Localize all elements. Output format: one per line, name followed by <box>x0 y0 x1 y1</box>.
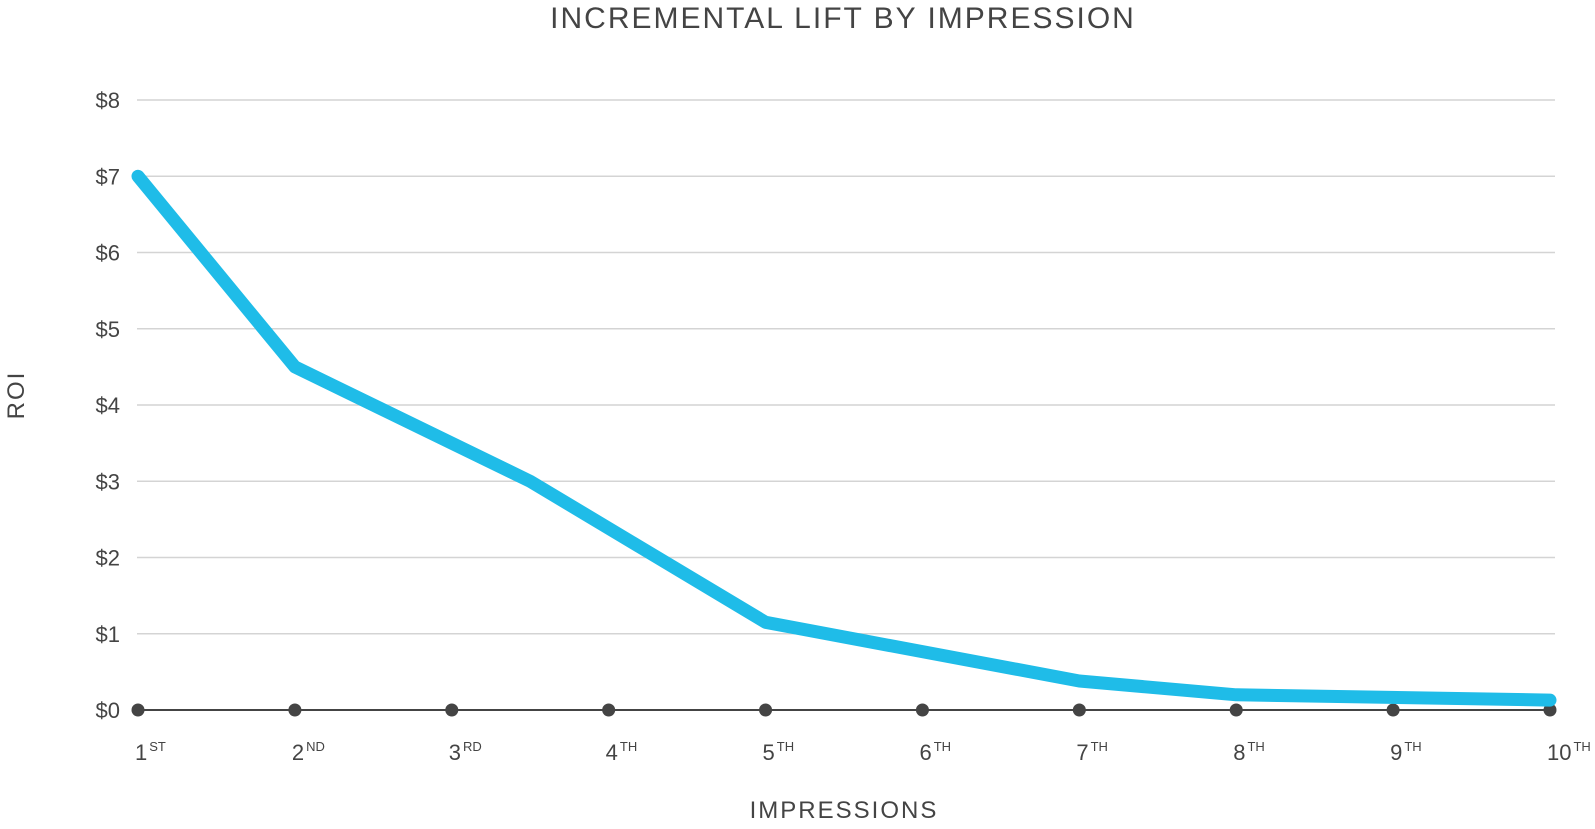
y-tick-label: $5 <box>96 317 120 342</box>
x-tick-number: 2 <box>292 740 304 765</box>
x-tick-suffix: TH <box>1247 739 1264 754</box>
x-axis-marker <box>288 703 302 717</box>
x-axis-marker <box>445 703 459 717</box>
x-tick-number: 3 <box>449 740 461 765</box>
y-axis-ticks: $0 $1 $2 $3 $4 $5 $6 $7 $8 <box>96 88 120 723</box>
y-tick-label: $7 <box>96 164 120 189</box>
x-tick-label: 5 TH <box>763 739 795 765</box>
x-tick-suffix: TH <box>1091 739 1108 754</box>
x-axis-marker <box>1543 703 1557 717</box>
x-tick-label: 3 RD <box>449 739 482 765</box>
y-tick-label: $8 <box>96 88 120 113</box>
grid-lines <box>137 99 1555 635</box>
x-tick-number: 9 <box>1390 740 1402 765</box>
x-axis-marker <box>131 703 145 717</box>
x-tick-number: 1 <box>135 740 147 765</box>
x-axis-marker <box>1386 703 1400 717</box>
x-tick-suffix: ST <box>149 739 166 754</box>
x-axis-marker <box>915 703 929 717</box>
y-tick-label: $0 <box>96 698 120 723</box>
y-axis-label: ROI <box>3 371 30 420</box>
x-axis-ticks: 1 ST 2 ND 3 RD 4 TH 5 TH 6 TH 7 TH 8 TH 9 TH 10 TH <box>135 739 1591 765</box>
x-tick-label: 10 TH <box>1547 739 1591 765</box>
x-tick-label: 7 TH <box>1076 739 1108 765</box>
x-tick-number: 4 <box>606 740 618 765</box>
x-tick-suffix: RD <box>463 739 482 754</box>
x-tick-label: 6 TH <box>919 739 951 765</box>
y-tick-label: $2 <box>96 546 120 571</box>
y-tick-label: $3 <box>96 469 120 494</box>
x-axis-marker <box>602 703 616 717</box>
x-axis-markers <box>131 703 1557 717</box>
x-tick-number: 6 <box>919 740 931 765</box>
x-tick-label: 8 TH <box>1233 739 1265 765</box>
y-tick-label: $6 <box>96 241 120 266</box>
x-tick-number: 7 <box>1076 740 1088 765</box>
x-tick-number: 10 <box>1547 740 1571 765</box>
y-tick-label: $4 <box>96 393 120 418</box>
x-tick-suffix: ND <box>306 739 325 754</box>
x-tick-suffix: TH <box>620 739 637 754</box>
x-axis-marker <box>1072 703 1086 717</box>
x-tick-suffix: TH <box>1404 739 1421 754</box>
x-tick-label: 9 TH <box>1390 739 1422 765</box>
x-tick-suffix: TH <box>934 739 951 754</box>
x-axis-label: IMPRESSIONS <box>750 797 939 824</box>
x-tick-suffix: TH <box>1573 739 1590 754</box>
x-axis-marker <box>759 703 773 717</box>
x-tick-label: 4 TH <box>606 739 638 765</box>
x-tick-number: 8 <box>1233 740 1245 765</box>
x-tick-suffix: TH <box>777 739 794 754</box>
x-tick-label: 1 ST <box>135 739 166 765</box>
x-tick-label: 2 ND <box>292 739 325 765</box>
chart-title: INCREMENTAL LIFT BY IMPRESSION <box>550 2 1136 35</box>
y-tick-label: $1 <box>96 622 120 647</box>
x-axis-marker <box>1229 703 1243 717</box>
series-lines <box>131 169 1557 707</box>
x-tick-number: 5 <box>763 740 775 765</box>
roi-series-line <box>131 169 1557 707</box>
